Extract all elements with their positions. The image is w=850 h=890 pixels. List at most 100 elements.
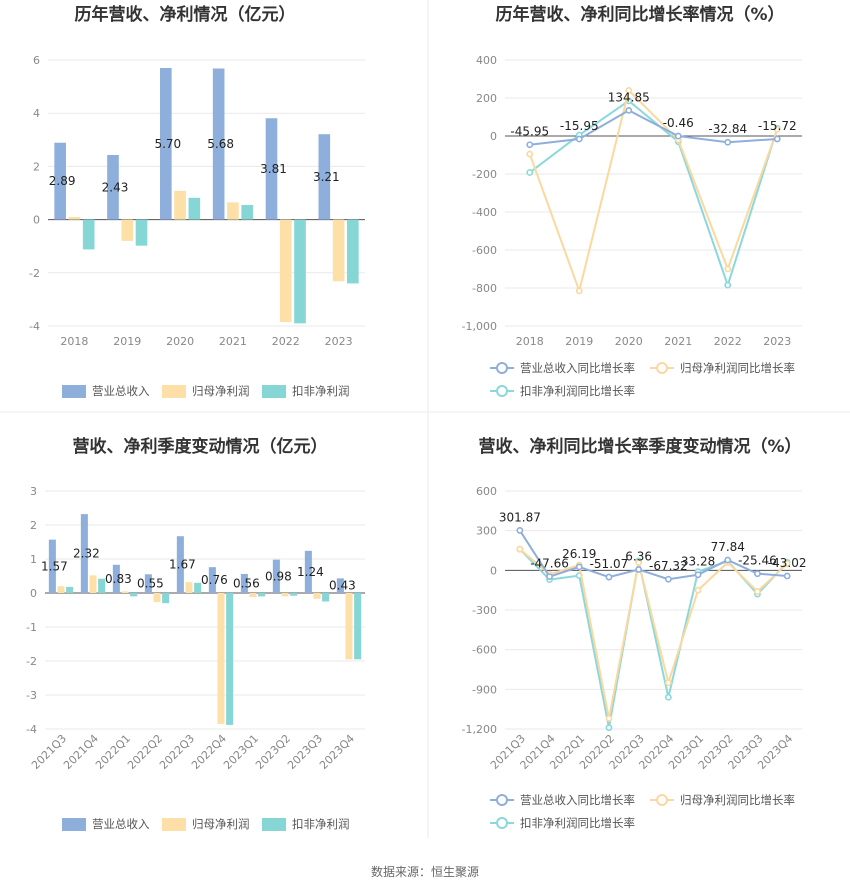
bar: [160, 67, 172, 220]
y-tick-label: 1: [30, 553, 37, 566]
bar: [226, 593, 234, 725]
bar: [98, 578, 106, 593]
data-point: [625, 87, 633, 94]
legend-swatch: [262, 385, 286, 398]
x-tick-label: 2021: [664, 335, 692, 348]
legend-label: 营业总收入: [92, 384, 150, 398]
data-label: 0.76: [201, 573, 228, 587]
bar: [208, 567, 216, 593]
legend-item: 归母净利润同比增长率: [650, 793, 795, 807]
data-point: [575, 287, 583, 295]
chart-title: 历年营收、净利同比增长率情况（%）: [495, 4, 784, 25]
series-line: [519, 548, 788, 728]
data-point: [783, 572, 791, 580]
y-tick-label: -600: [472, 644, 497, 657]
x-tick-label: 2020: [615, 335, 643, 348]
bar: [304, 550, 312, 593]
bar: [258, 593, 266, 597]
data-point: [526, 169, 534, 176]
data-label: -45.95: [510, 125, 549, 139]
data-point: [605, 715, 613, 722]
legend-item: 归母净利润同比增长率: [650, 361, 795, 375]
bar: [345, 593, 353, 660]
bar: [227, 202, 239, 220]
legend-item: 扣非净利润同比增长率: [490, 816, 635, 830]
x-tick-label: 2020: [166, 335, 194, 348]
bar: [332, 219, 345, 282]
bar: [176, 536, 184, 593]
y-tick-label: 6: [33, 54, 40, 67]
bar: [354, 593, 362, 660]
annual-revenue-profit-chart: 历年营收、净利情况（亿元） -4 -2 0 2 4 6 2.89 2.43 5.70 5.68 3.…: [29, 4, 365, 398]
legend-item: 营业总收入同比增长率: [490, 793, 635, 807]
data-point: [674, 132, 682, 140]
data-point: [625, 106, 633, 114]
data-point: [605, 724, 613, 732]
data-label: 1.67: [169, 558, 196, 572]
x-tick-label: 2023: [325, 335, 353, 348]
data-label: 6.36: [625, 549, 652, 563]
legend-item: 营业总收入: [62, 384, 150, 398]
bar: [290, 593, 298, 596]
data-point: [694, 571, 702, 579]
data-label: 33.28: [681, 555, 715, 569]
data-label: 0.43: [329, 579, 356, 593]
bar: [121, 219, 134, 241]
bar: [347, 219, 359, 284]
bar: [281, 593, 289, 597]
x-tick-label: 2021: [219, 335, 247, 348]
bar: [185, 582, 193, 593]
series-line: [529, 109, 778, 146]
data-point: [516, 527, 524, 534]
y-tick-label: -2: [29, 267, 40, 280]
data-point: [773, 135, 781, 143]
data-point: [635, 566, 643, 573]
bar: [82, 219, 95, 250]
y-tick-label: 0: [490, 564, 497, 577]
bar: [318, 134, 331, 220]
bar: [48, 539, 56, 593]
legend-item: 营业总收入同比增长率: [490, 361, 635, 375]
data-point: [575, 563, 583, 571]
legend-label: 扣非净利润同比增长率: [520, 816, 635, 830]
data-label: -15.95: [560, 119, 599, 133]
data-label: -67.32: [649, 559, 688, 573]
data-point: [546, 573, 553, 581]
series-line: [519, 529, 788, 581]
data-label: 0.55: [137, 577, 164, 591]
data-label: 0.56: [233, 576, 260, 590]
y-tick-label: 3: [30, 485, 37, 498]
x-tick-label: 2018: [60, 335, 88, 348]
legend-label: 扣非净利润同比增长率: [520, 384, 635, 398]
data-point: [724, 281, 732, 289]
data-label: 2.43: [102, 180, 129, 194]
data-label: 3.81: [260, 162, 287, 176]
data-label: 301.87: [499, 510, 541, 524]
legend-label: 营业总收入: [92, 817, 150, 831]
legend-item: 归母净利润: [162, 817, 250, 831]
x-tick-label: 2022: [272, 335, 300, 348]
quarterly-growth-rate-chart: 营收、净利同比增长率季度变动情况（%） -1,200 -900 -600 -300 0 3…: [462, 436, 807, 830]
legend-label: 归母净利润同比增长率: [680, 793, 795, 807]
legend-marker: [496, 362, 508, 374]
data-label: -0.46: [663, 116, 694, 130]
data-label: 26.19: [562, 547, 596, 561]
bar: [66, 586, 74, 593]
bar: [272, 559, 280, 593]
legend-swatch: [62, 818, 86, 831]
bar: [212, 68, 225, 220]
y-tick-label: -300: [472, 604, 497, 617]
data-point: [526, 141, 534, 149]
y-tick-label: -2: [26, 655, 37, 668]
legend-swatch: [162, 818, 186, 831]
y-tick-label: -4: [29, 320, 40, 333]
bar: [294, 219, 306, 324]
y-tick-label: -1,000: [462, 320, 497, 333]
bar: [336, 578, 344, 593]
data-point: [724, 265, 732, 273]
data-source: 数据来源：恒生聚源: [371, 864, 479, 879]
legend-label: 归母净利润: [192, 384, 250, 398]
quarterly-revenue-profit-chart: 营收、净利季度变动情况（亿元） -4 -3 -2 -1 0 1 2 3 1.57 2.32 0.83…: [26, 436, 365, 831]
bar: [68, 216, 81, 220]
data-point: [664, 679, 672, 687]
